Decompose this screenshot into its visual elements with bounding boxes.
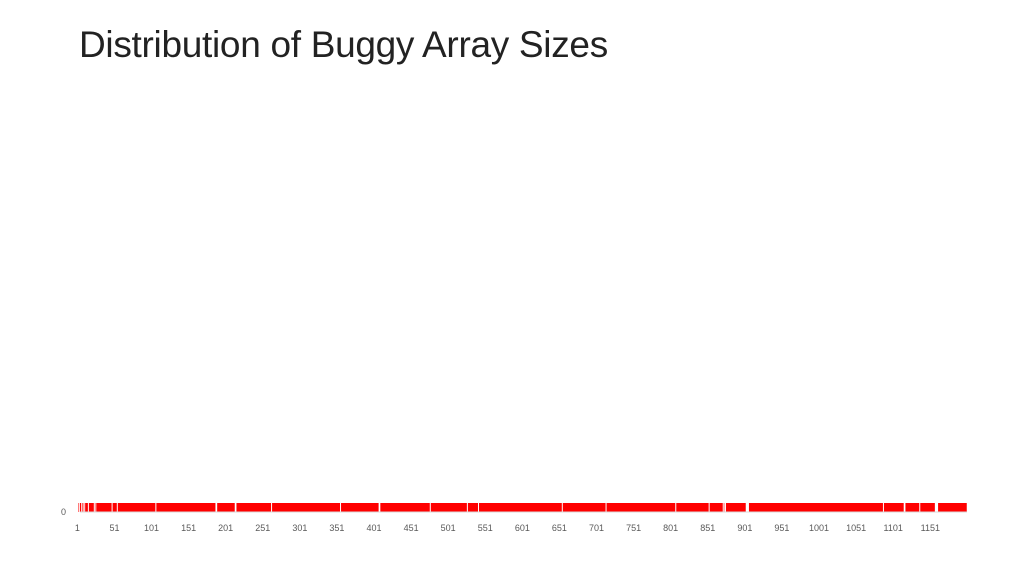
x-tick-label: 451 bbox=[404, 523, 419, 533]
bar bbox=[94, 503, 96, 512]
bar bbox=[562, 503, 606, 512]
bar bbox=[467, 503, 478, 512]
x-tick-label: 551 bbox=[478, 523, 493, 533]
x-tick-label: 951 bbox=[774, 523, 789, 533]
slide-title: Distribution of Buggy Array Sizes bbox=[79, 24, 608, 65]
x-tick-label: 51 bbox=[109, 523, 119, 533]
x-tick-label: 1001 bbox=[809, 523, 829, 533]
bar bbox=[938, 503, 967, 512]
bar bbox=[82, 503, 83, 512]
bar bbox=[478, 503, 562, 512]
bar bbox=[88, 503, 94, 512]
bar bbox=[723, 503, 725, 512]
x-tick-label: 501 bbox=[441, 523, 456, 533]
x-tick-label: 801 bbox=[663, 523, 678, 533]
x-tick-label: 701 bbox=[589, 523, 604, 533]
x-tick-label: 901 bbox=[737, 523, 752, 533]
x-tick-label: 151 bbox=[181, 523, 196, 533]
bar bbox=[85, 503, 88, 512]
x-tick-label: 401 bbox=[367, 523, 382, 533]
x-tick-label: 601 bbox=[515, 523, 530, 533]
bar bbox=[380, 503, 430, 512]
bar bbox=[883, 503, 904, 512]
bar bbox=[725, 503, 746, 512]
x-tick-label: 1101 bbox=[884, 523, 903, 533]
bar bbox=[905, 503, 920, 512]
bar bbox=[606, 503, 676, 512]
bar bbox=[236, 503, 272, 512]
bar bbox=[156, 503, 216, 512]
bar bbox=[748, 503, 883, 512]
bar bbox=[96, 503, 112, 512]
x-tick-label: 1051 bbox=[846, 523, 866, 533]
bar bbox=[217, 503, 235, 512]
bar bbox=[272, 503, 341, 512]
bar bbox=[78, 503, 80, 512]
x-tick-label: 851 bbox=[700, 523, 715, 533]
y-tick-label: 0 bbox=[61, 507, 66, 517]
bar bbox=[430, 503, 467, 512]
x-tick-label: 1 bbox=[75, 523, 80, 533]
x-tick-label: 651 bbox=[552, 523, 567, 533]
bar bbox=[709, 503, 723, 512]
x-tick-label: 251 bbox=[255, 523, 270, 533]
bar bbox=[83, 503, 85, 512]
x-tick-label: 751 bbox=[626, 523, 641, 533]
bar bbox=[117, 503, 156, 512]
bar bbox=[676, 503, 709, 512]
bar bbox=[79, 503, 82, 512]
x-tick-label: 301 bbox=[292, 523, 307, 533]
bar bbox=[341, 503, 379, 512]
bar-series bbox=[78, 503, 967, 512]
bar bbox=[112, 503, 117, 512]
bar bbox=[920, 503, 935, 512]
x-tick-labels: 1 51 101 151 201 251 301 351 401 451 501 551 601 651 7… bbox=[75, 523, 940, 533]
x-tick-label: 351 bbox=[329, 523, 344, 533]
x-tick-label: 101 bbox=[144, 523, 159, 533]
x-tick-label: 201 bbox=[218, 523, 233, 533]
x-tick-label: 1151 bbox=[921, 523, 940, 533]
